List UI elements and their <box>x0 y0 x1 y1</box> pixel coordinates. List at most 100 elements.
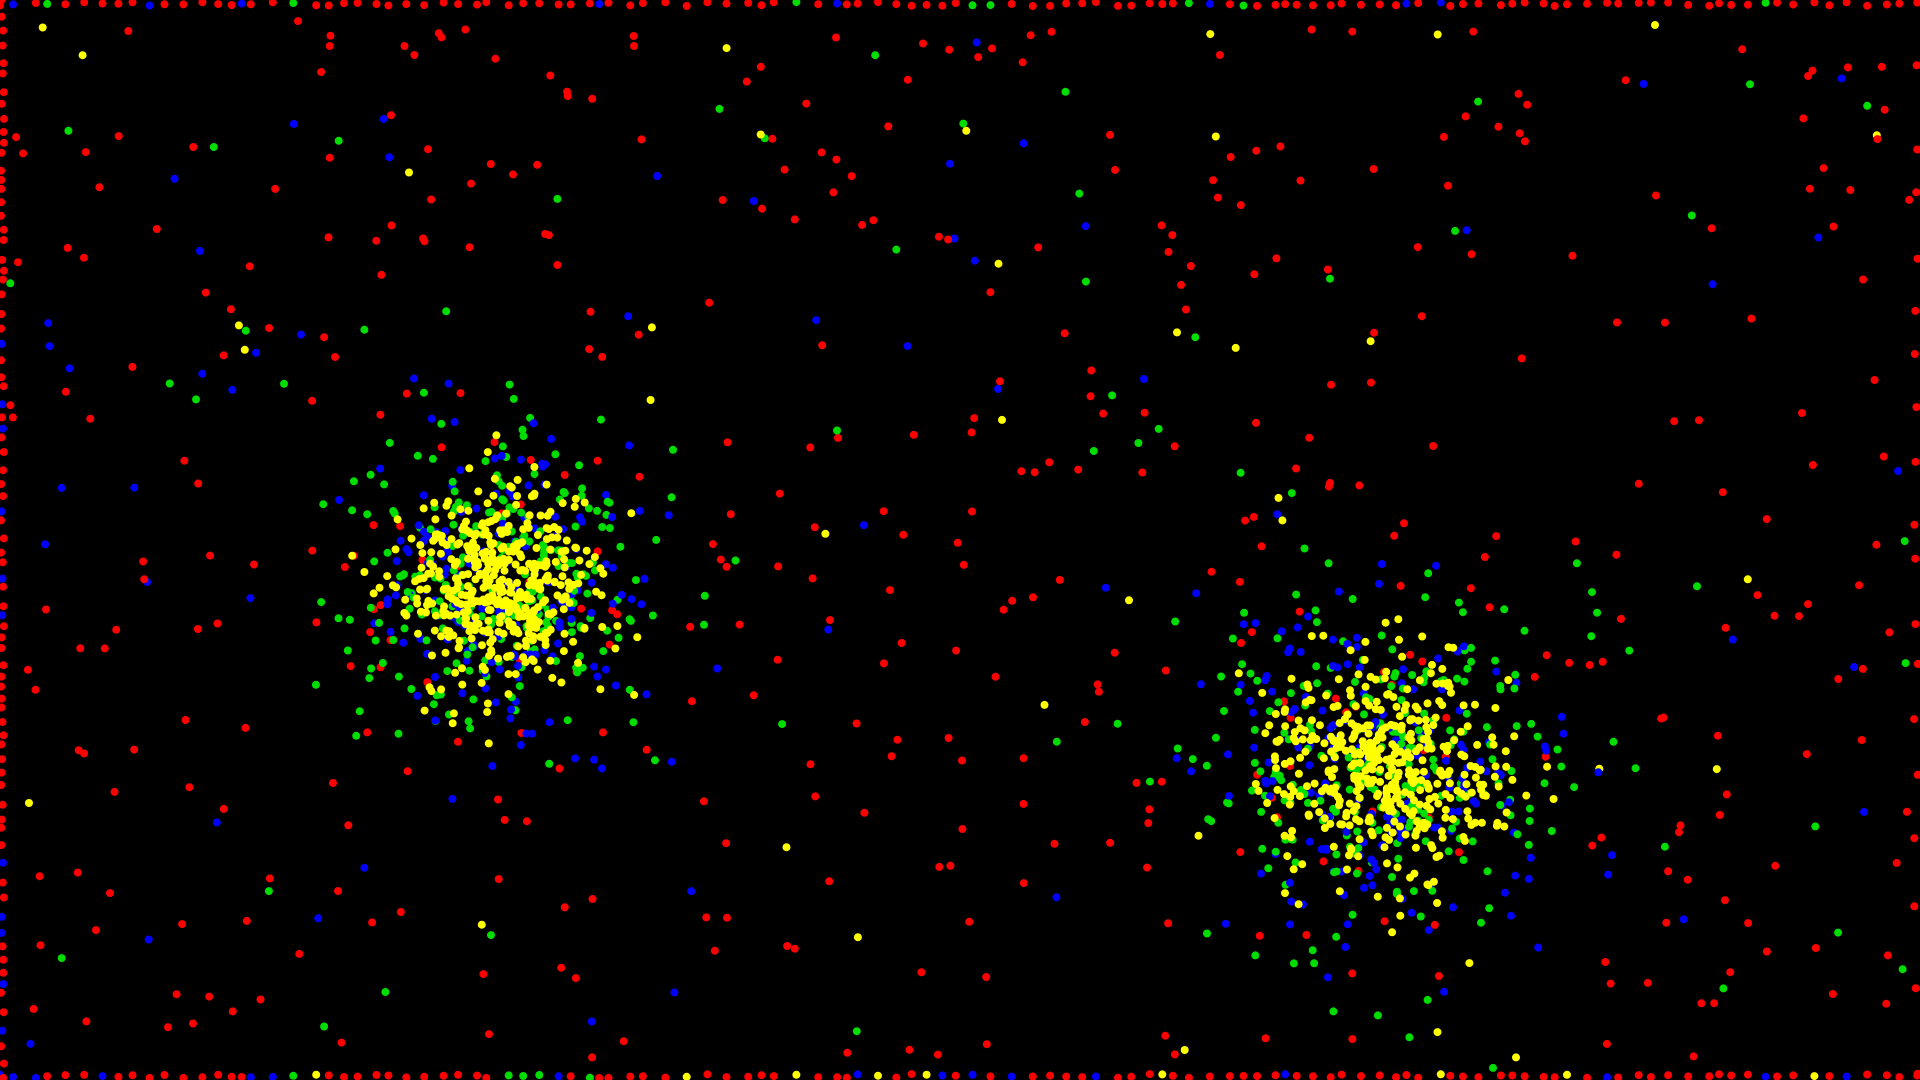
yellow-particle <box>542 480 551 489</box>
yellow-particle <box>1298 860 1307 869</box>
yellow-particle <box>1504 676 1513 684</box>
blue-particle <box>1842 1072 1851 1080</box>
red-particle <box>14 258 22 267</box>
green-particle <box>381 988 390 996</box>
yellow-particle <box>487 646 496 655</box>
yellow-particle <box>1346 646 1355 655</box>
red-particle <box>951 1071 960 1080</box>
yellow-particle <box>1354 852 1363 861</box>
red-particle <box>110 787 119 796</box>
red-particle <box>1643 978 1652 987</box>
blue-particle <box>376 464 385 473</box>
yellow-particle <box>499 554 508 563</box>
yellow-particle <box>497 544 506 553</box>
green-particle <box>1489 1063 1497 1072</box>
red-particle <box>1086 392 1095 401</box>
green-particle <box>192 395 200 404</box>
yellow-particle <box>507 588 516 597</box>
red-particle <box>1727 0 1736 9</box>
green-particle <box>560 489 569 498</box>
green-particle <box>1811 822 1820 831</box>
green-particle <box>1460 677 1469 686</box>
blue-particle <box>399 638 408 647</box>
red-particle <box>1676 821 1685 830</box>
red-particle <box>1249 512 1258 521</box>
yellow-particle <box>1500 822 1509 831</box>
green-particle <box>1256 767 1265 776</box>
green-particle <box>1286 689 1295 698</box>
green-particle <box>1570 783 1579 792</box>
yellow-particle <box>1419 767 1428 776</box>
yellow-particle <box>1412 827 1421 835</box>
red-particle <box>1170 1050 1179 1059</box>
yellow-particle <box>565 584 574 593</box>
red-particle <box>1613 318 1621 327</box>
yellow-particle <box>522 636 530 645</box>
red-particle <box>265 324 274 332</box>
red-particle <box>988 44 996 53</box>
yellow-particle <box>1329 842 1338 851</box>
yellow-particle <box>1376 765 1385 774</box>
yellow-particle <box>514 642 523 651</box>
yellow-particle <box>539 598 548 607</box>
yellow-particle <box>1350 759 1359 768</box>
red-particle <box>1182 305 1190 314</box>
green-particle <box>1291 858 1300 867</box>
red-particle <box>847 172 856 181</box>
red-particle <box>557 963 566 972</box>
red-particle <box>555 764 564 773</box>
yellow-particle <box>489 539 498 548</box>
red-particle <box>852 719 861 728</box>
yellow-particle <box>1401 788 1410 797</box>
red-particle <box>560 903 569 912</box>
yellow-particle <box>427 569 435 578</box>
yellow-particle <box>1305 811 1313 820</box>
yellow-particle <box>1433 779 1442 788</box>
red-particle <box>974 53 983 62</box>
red-particle <box>179 0 188 9</box>
red-particle <box>0 433 6 442</box>
green-particle <box>1312 662 1321 671</box>
red-particle <box>1523 100 1532 109</box>
red-particle <box>181 716 190 724</box>
yellow-particle <box>1463 807 1472 816</box>
yellow-particle <box>1334 675 1343 684</box>
red-particle <box>634 330 643 339</box>
red-particle <box>826 616 834 625</box>
red-particle <box>1400 519 1408 528</box>
yellow-particle <box>560 629 569 638</box>
green-particle <box>585 1073 594 1080</box>
yellow-particle <box>447 555 456 564</box>
red-particle <box>1375 0 1384 9</box>
yellow-particle <box>1388 757 1397 766</box>
red-particle <box>61 1071 70 1080</box>
red-particle <box>0 413 6 422</box>
yellow-particle <box>577 570 585 579</box>
blue-particle <box>1326 724 1335 732</box>
green-particle <box>1311 606 1320 615</box>
yellow-particle <box>1371 675 1380 684</box>
red-particle <box>1829 222 1838 231</box>
blue-particle <box>1442 756 1450 765</box>
blue-particle <box>1304 612 1313 621</box>
yellow-particle <box>542 535 551 544</box>
green-particle <box>385 438 394 447</box>
yellow-particle <box>611 644 620 653</box>
blue-particle <box>1329 635 1337 644</box>
blue-particle <box>444 379 453 388</box>
red-particle <box>437 33 446 42</box>
red-particle <box>1140 408 1149 417</box>
yellow-particle <box>1395 635 1403 644</box>
green-particle <box>1409 887 1418 896</box>
red-particle <box>1406 650 1415 659</box>
blue-particle <box>1608 851 1616 860</box>
red-particle <box>80 0 89 7</box>
yellow-particle <box>1335 887 1344 896</box>
red-particle <box>0 198 6 207</box>
green-particle <box>209 143 218 151</box>
yellow-particle <box>596 564 605 573</box>
yellow-particle <box>546 507 555 516</box>
red-particle <box>1810 0 1819 7</box>
yellow-particle <box>420 706 429 715</box>
